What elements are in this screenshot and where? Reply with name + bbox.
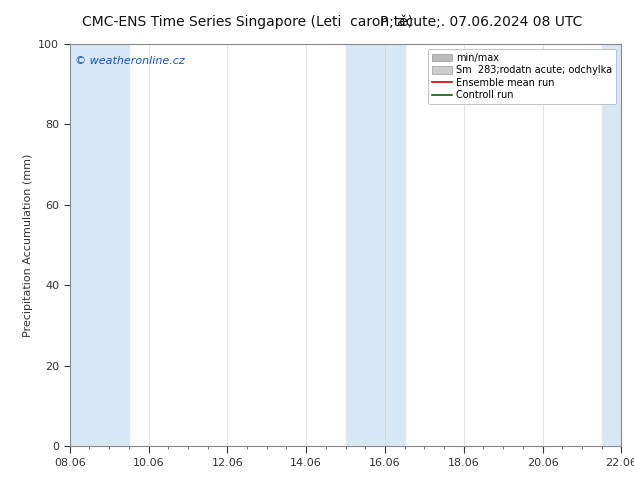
Bar [70,44,129,446]
Text: CMC-ENS Time Series Singapore (Leti  caron;tě): CMC-ENS Time Series Singapore (Leti caro… [82,15,413,29]
Legend: min/max, Sm  283;rodatn acute; odchylka, Ensemble mean run, Controll run: min/max, Sm 283;rodatn acute; odchylka, … [428,49,616,104]
Bar [346,44,404,446]
Y-axis label: Precipitation Accumulation (mm): Precipitation Accumulation (mm) [23,153,33,337]
Text: © weatheronline.cz: © weatheronline.cz [75,56,185,66]
Bar [602,44,621,446]
Text: P  acute;. 07.06.2024 08 UTC: P acute;. 07.06.2024 08 UTC [380,15,583,29]
